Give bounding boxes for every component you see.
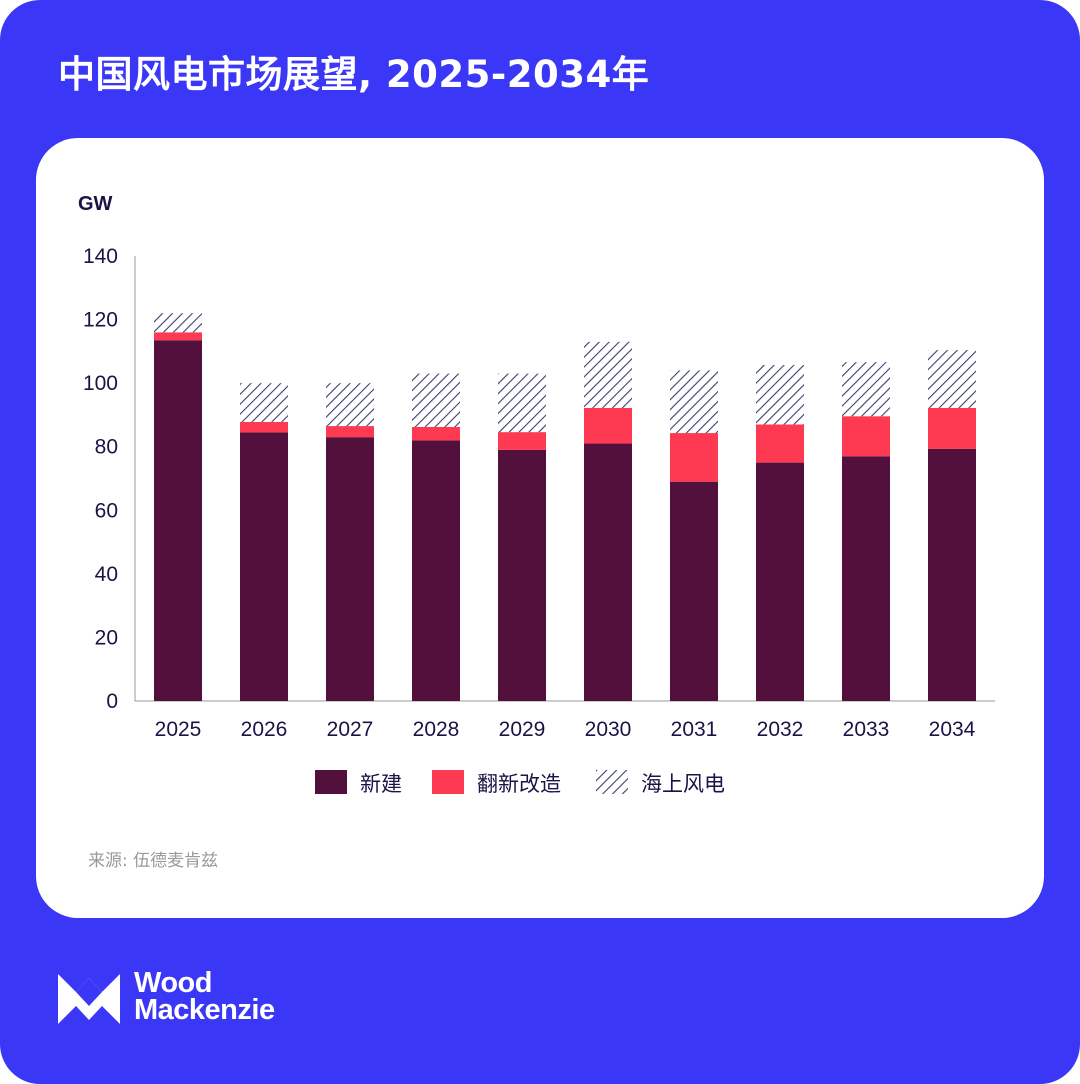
bar-segment-offshore bbox=[498, 373, 546, 433]
y-tick-label: 80 bbox=[95, 436, 118, 459]
y-tick-label: 60 bbox=[95, 499, 118, 522]
logo-line1: Wood bbox=[134, 967, 212, 999]
legend-label: 翻新改造 bbox=[477, 772, 561, 796]
legend-label: 新建 bbox=[360, 772, 402, 796]
x-tick-label: 2032 bbox=[757, 718, 804, 741]
y-tick-label: 100 bbox=[83, 372, 118, 395]
wood-mackenzie-logo: Wood Mackenzie bbox=[58, 967, 275, 1026]
bar-segment-offshore bbox=[584, 341, 632, 408]
logo-line2: Mackenzie bbox=[134, 994, 275, 1026]
logo-mark-icon bbox=[58, 974, 120, 1024]
bar-segment-new-build bbox=[412, 440, 460, 701]
y-tick-label: 0 bbox=[106, 690, 118, 713]
bar-segment-new-build bbox=[670, 481, 718, 701]
bar-segment-repowering bbox=[928, 407, 976, 449]
bar-segment-new-build bbox=[756, 462, 804, 701]
x-tick-label: 2028 bbox=[413, 718, 460, 741]
x-tick-label: 2034 bbox=[929, 718, 976, 741]
y-tick-label: 40 bbox=[95, 563, 118, 586]
x-tick-label: 2029 bbox=[499, 718, 546, 741]
x-tick-label: 2030 bbox=[585, 718, 632, 741]
bar-segment-repowering bbox=[412, 427, 460, 441]
bar-segment-repowering bbox=[670, 433, 718, 482]
x-tick-label: 2027 bbox=[327, 718, 374, 741]
y-tick-label: 120 bbox=[83, 309, 118, 332]
bar-segment-repowering bbox=[756, 424, 804, 463]
x-tick-label: 2031 bbox=[671, 718, 718, 741]
y-axis-label: GW bbox=[78, 193, 113, 215]
bar-segment-repowering bbox=[326, 426, 374, 438]
bar-segment-new-build bbox=[498, 449, 546, 701]
legend-label: 海上风电 bbox=[641, 772, 725, 796]
bar-segment-repowering bbox=[240, 421, 288, 433]
bar-segment-repowering bbox=[584, 407, 632, 444]
bar-segment-offshore bbox=[326, 383, 374, 427]
bar-segment-offshore bbox=[842, 362, 890, 417]
y-tick-label: 140 bbox=[83, 245, 118, 268]
bar-segment-repowering bbox=[498, 432, 546, 450]
bar-segment-repowering bbox=[154, 332, 202, 341]
x-tick-label: 2033 bbox=[843, 718, 890, 741]
bar-segment-new-build bbox=[240, 432, 288, 701]
bar-segment-offshore bbox=[154, 313, 202, 333]
bar-segment-new-build bbox=[842, 456, 890, 701]
bar-segment-offshore bbox=[928, 350, 976, 408]
bar-segment-new-build bbox=[584, 443, 632, 701]
legend-swatch bbox=[596, 770, 628, 794]
page-title: 中国风电市场展望, 2025-2034年 bbox=[58, 53, 650, 96]
legend-swatch bbox=[315, 770, 347, 794]
bar-segment-offshore bbox=[670, 370, 718, 434]
source-note: 来源: 伍德麦肯兹 bbox=[88, 851, 219, 871]
legend-swatch bbox=[432, 770, 464, 794]
y-tick-label: 20 bbox=[95, 626, 118, 649]
bar-segment-new-build bbox=[326, 437, 374, 701]
bar-segment-new-build bbox=[928, 448, 976, 701]
x-tick-label: 2026 bbox=[241, 718, 288, 741]
bar-segment-offshore bbox=[240, 383, 288, 422]
bar-segment-new-build bbox=[154, 340, 202, 701]
x-tick-label: 2025 bbox=[155, 718, 202, 741]
bar-segment-offshore bbox=[756, 365, 804, 425]
bar-segment-offshore bbox=[412, 373, 460, 428]
bar-segment-repowering bbox=[842, 416, 890, 457]
